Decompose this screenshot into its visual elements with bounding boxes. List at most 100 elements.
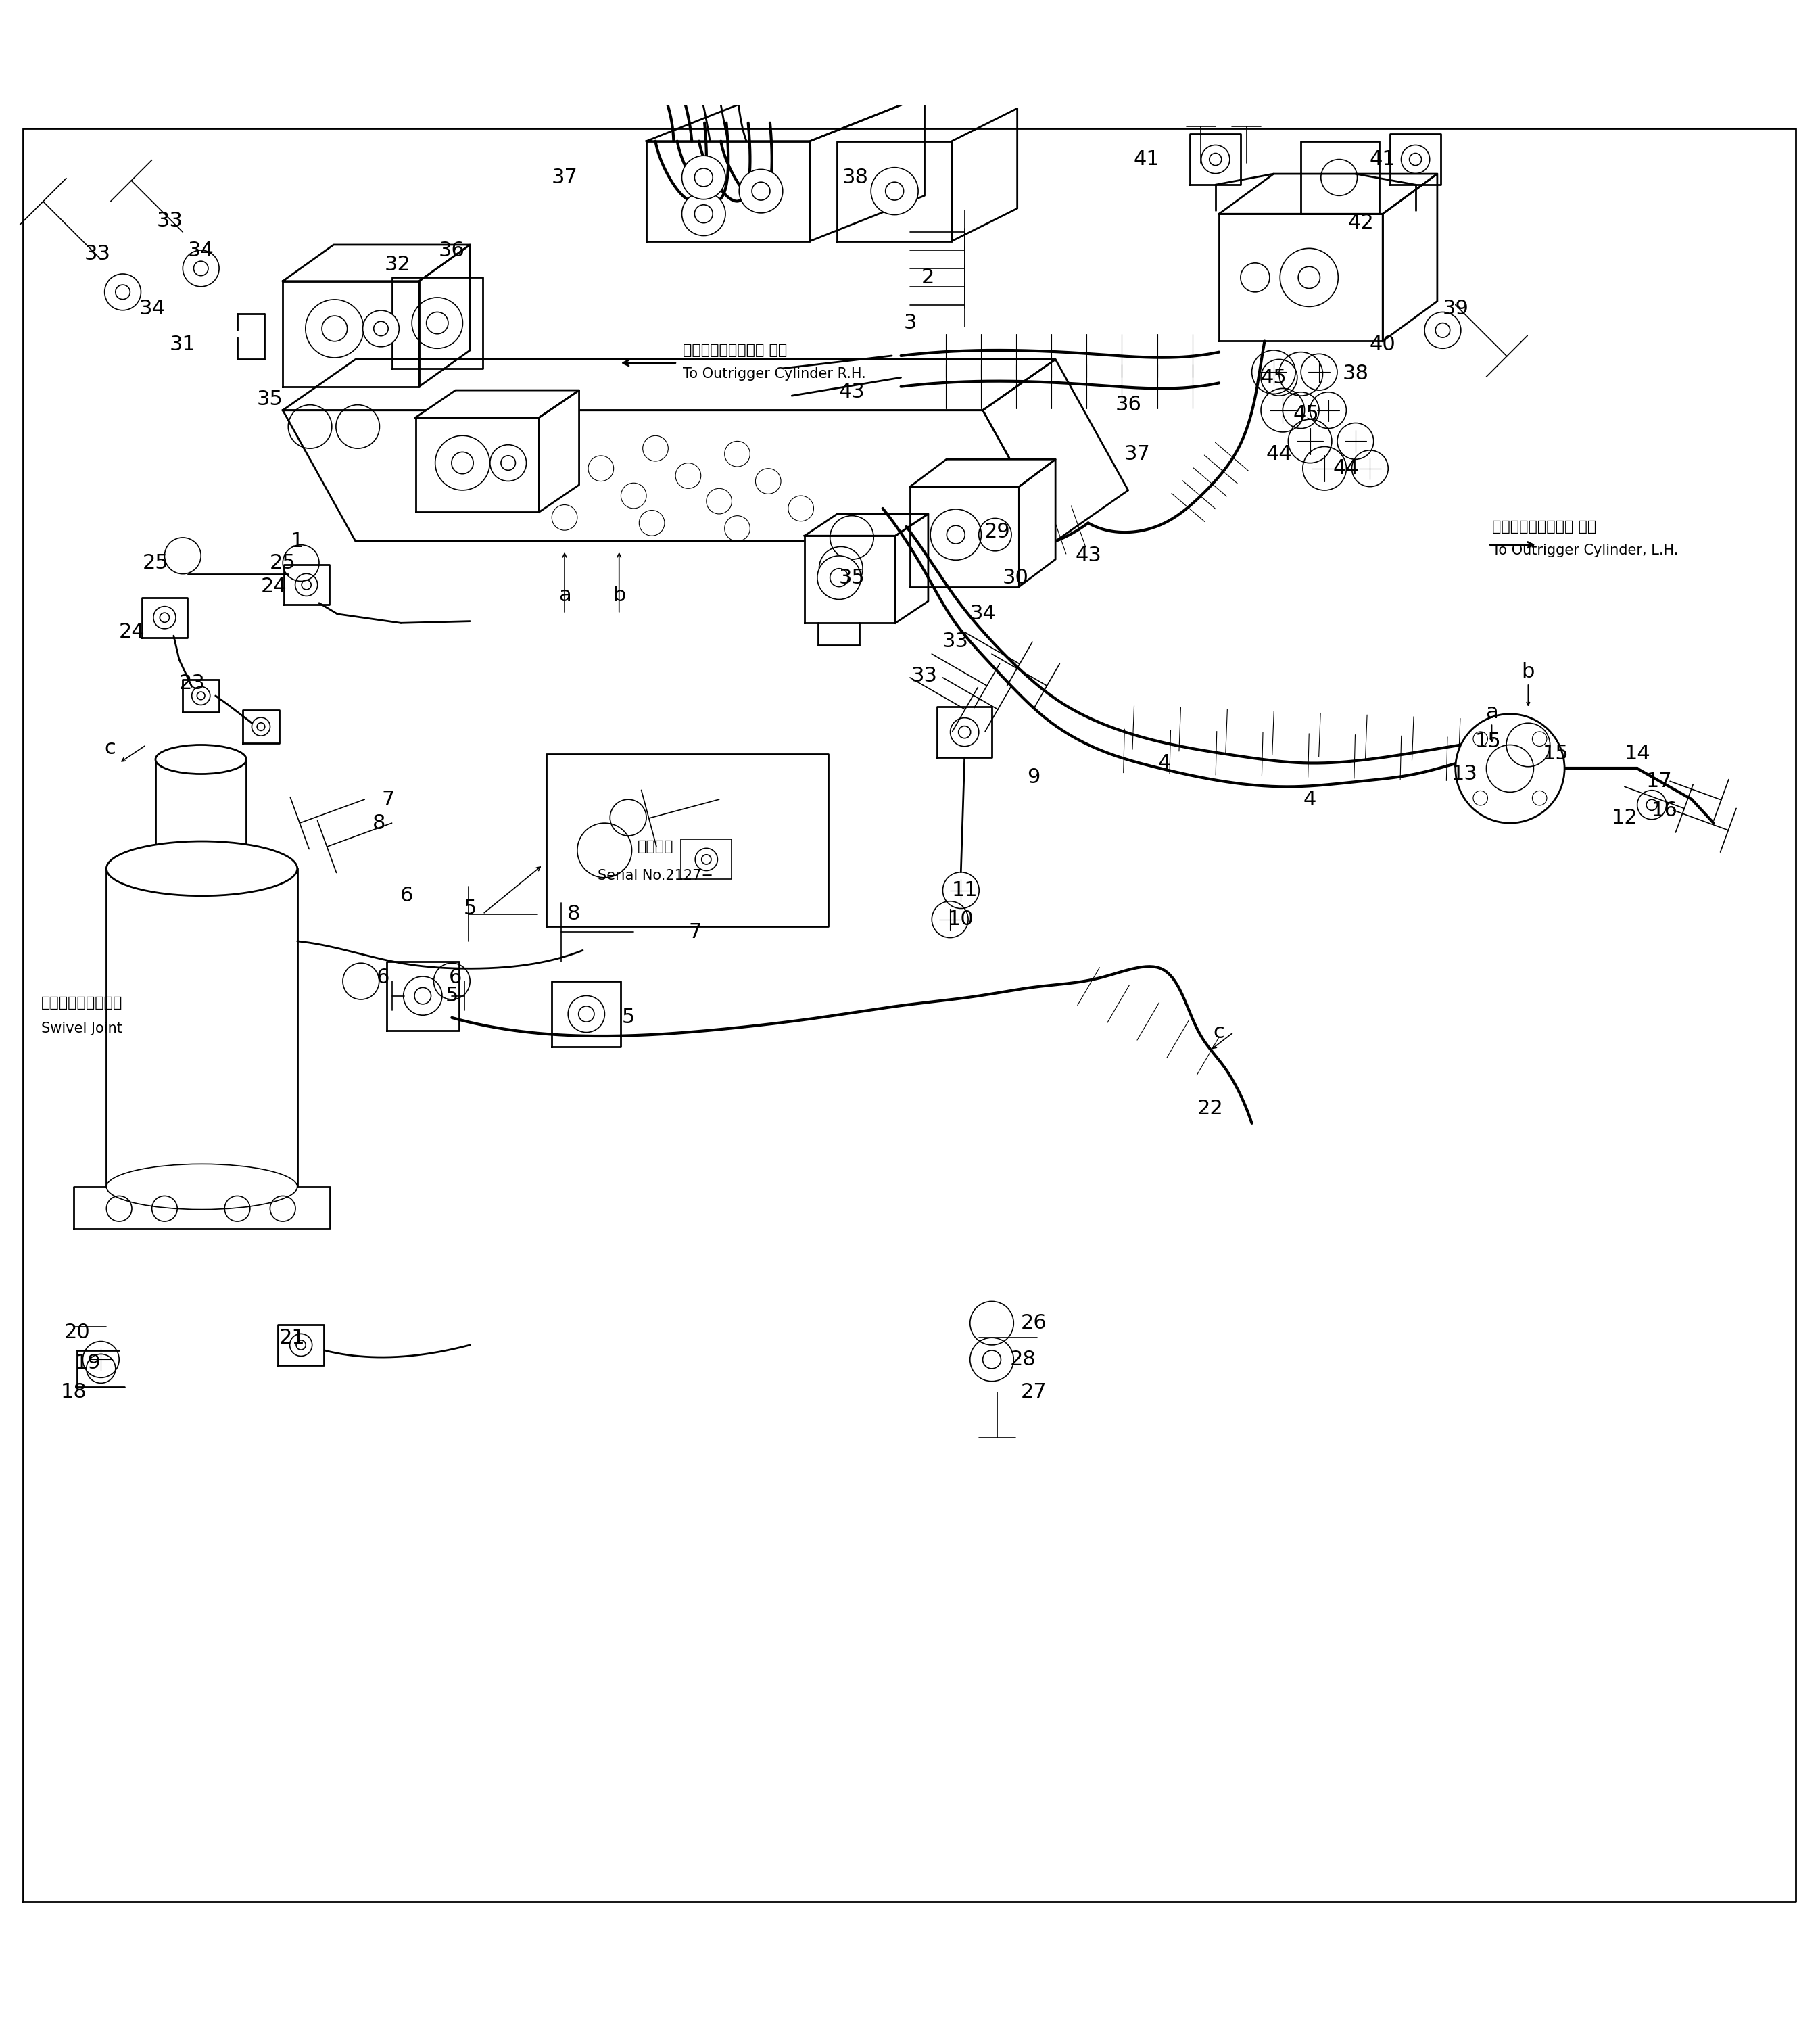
Polygon shape xyxy=(155,758,246,868)
Text: 36: 36 xyxy=(439,241,464,260)
Text: 7: 7 xyxy=(382,789,395,809)
Text: 14: 14 xyxy=(1623,744,1651,765)
Polygon shape xyxy=(646,95,925,142)
Text: 27: 27 xyxy=(1021,1383,1046,1401)
Text: アウトリガシリンダ 左へ: アウトリガシリンダ 左へ xyxy=(1492,519,1596,533)
Polygon shape xyxy=(419,245,470,387)
Polygon shape xyxy=(551,982,621,1046)
Polygon shape xyxy=(837,142,952,241)
Polygon shape xyxy=(910,487,1019,586)
Text: 15: 15 xyxy=(1474,732,1501,750)
Circle shape xyxy=(1279,247,1338,306)
Text: 38: 38 xyxy=(1343,365,1369,383)
Polygon shape xyxy=(386,961,459,1030)
Polygon shape xyxy=(282,410,1056,541)
Text: 適用号機: 適用号機 xyxy=(637,840,673,854)
Circle shape xyxy=(739,168,783,213)
Text: c: c xyxy=(104,738,116,758)
Text: 35: 35 xyxy=(839,568,864,588)
Text: b: b xyxy=(1522,663,1534,681)
Text: 19: 19 xyxy=(75,1353,102,1373)
Ellipse shape xyxy=(155,744,246,775)
Text: 5: 5 xyxy=(622,1008,635,1028)
Text: 43: 43 xyxy=(839,381,864,402)
Text: 41: 41 xyxy=(1134,150,1159,168)
Circle shape xyxy=(930,509,981,560)
Text: 18: 18 xyxy=(60,1383,87,1401)
Ellipse shape xyxy=(106,842,297,896)
Text: 38: 38 xyxy=(843,168,868,187)
Text: 4: 4 xyxy=(1158,752,1170,773)
Text: 1: 1 xyxy=(291,531,304,552)
Text: 44: 44 xyxy=(1334,458,1360,479)
Text: 8: 8 xyxy=(568,904,581,925)
Text: 6: 6 xyxy=(377,967,389,988)
Text: 41: 41 xyxy=(1370,150,1396,168)
Text: 13: 13 xyxy=(1451,765,1478,783)
Ellipse shape xyxy=(106,1164,297,1209)
Text: 15: 15 xyxy=(1542,744,1569,765)
Polygon shape xyxy=(278,1324,324,1365)
Text: 5: 5 xyxy=(446,986,459,1006)
Text: 33: 33 xyxy=(84,243,111,264)
Polygon shape xyxy=(1390,134,1441,185)
Polygon shape xyxy=(681,840,732,880)
Text: 36: 36 xyxy=(1116,395,1141,414)
Polygon shape xyxy=(895,513,928,623)
Polygon shape xyxy=(539,389,579,513)
Text: 16: 16 xyxy=(1651,801,1678,819)
Circle shape xyxy=(362,310,399,347)
Text: 45: 45 xyxy=(1294,404,1320,424)
Text: 5: 5 xyxy=(464,898,477,919)
Polygon shape xyxy=(282,245,470,282)
Text: 11: 11 xyxy=(952,880,977,900)
Text: 12: 12 xyxy=(1611,807,1638,827)
Circle shape xyxy=(872,168,917,215)
Polygon shape xyxy=(983,359,1128,541)
Circle shape xyxy=(490,444,526,481)
Text: 39: 39 xyxy=(1441,298,1469,318)
Polygon shape xyxy=(804,513,928,535)
Text: 23: 23 xyxy=(178,673,206,694)
Polygon shape xyxy=(1219,174,1438,213)
Text: 31: 31 xyxy=(169,335,197,355)
Text: 6: 6 xyxy=(450,967,462,988)
Polygon shape xyxy=(1301,142,1380,213)
Text: a: a xyxy=(559,586,571,606)
Text: 21: 21 xyxy=(278,1328,306,1347)
Text: 10: 10 xyxy=(948,911,974,929)
Text: 33: 33 xyxy=(157,211,184,231)
Circle shape xyxy=(682,193,726,235)
Polygon shape xyxy=(937,706,992,758)
Text: 26: 26 xyxy=(1021,1314,1046,1332)
Text: 33: 33 xyxy=(912,665,937,685)
Text: 22: 22 xyxy=(1198,1099,1223,1117)
Polygon shape xyxy=(142,598,187,637)
Text: 25: 25 xyxy=(142,554,169,572)
Text: アウトリガシリンダ 右へ: アウトリガシリンダ 右へ xyxy=(682,343,786,357)
Text: 44: 44 xyxy=(1267,444,1292,464)
Text: Swivel Joint: Swivel Joint xyxy=(40,1022,122,1036)
Text: スイベルジョイント: スイベルジョイント xyxy=(40,996,122,1010)
Polygon shape xyxy=(646,142,810,241)
Circle shape xyxy=(435,436,490,491)
Text: 34: 34 xyxy=(138,298,166,318)
Text: To Outrigger Cylinder R.H.: To Outrigger Cylinder R.H. xyxy=(682,367,866,381)
Polygon shape xyxy=(284,566,329,604)
Polygon shape xyxy=(391,278,482,369)
Polygon shape xyxy=(1019,460,1056,586)
Text: a: a xyxy=(1485,702,1498,722)
Text: 33: 33 xyxy=(943,631,968,651)
Polygon shape xyxy=(415,418,539,513)
Text: 7: 7 xyxy=(690,923,703,941)
Polygon shape xyxy=(282,359,1056,410)
Polygon shape xyxy=(1190,134,1241,185)
Circle shape xyxy=(306,300,364,357)
Text: 2: 2 xyxy=(921,268,935,288)
Text: 45: 45 xyxy=(1261,367,1287,387)
Text: 24: 24 xyxy=(118,623,146,643)
Text: 25: 25 xyxy=(269,554,297,572)
Circle shape xyxy=(1456,714,1565,823)
Text: c: c xyxy=(1214,1022,1225,1042)
Text: 20: 20 xyxy=(64,1322,91,1343)
